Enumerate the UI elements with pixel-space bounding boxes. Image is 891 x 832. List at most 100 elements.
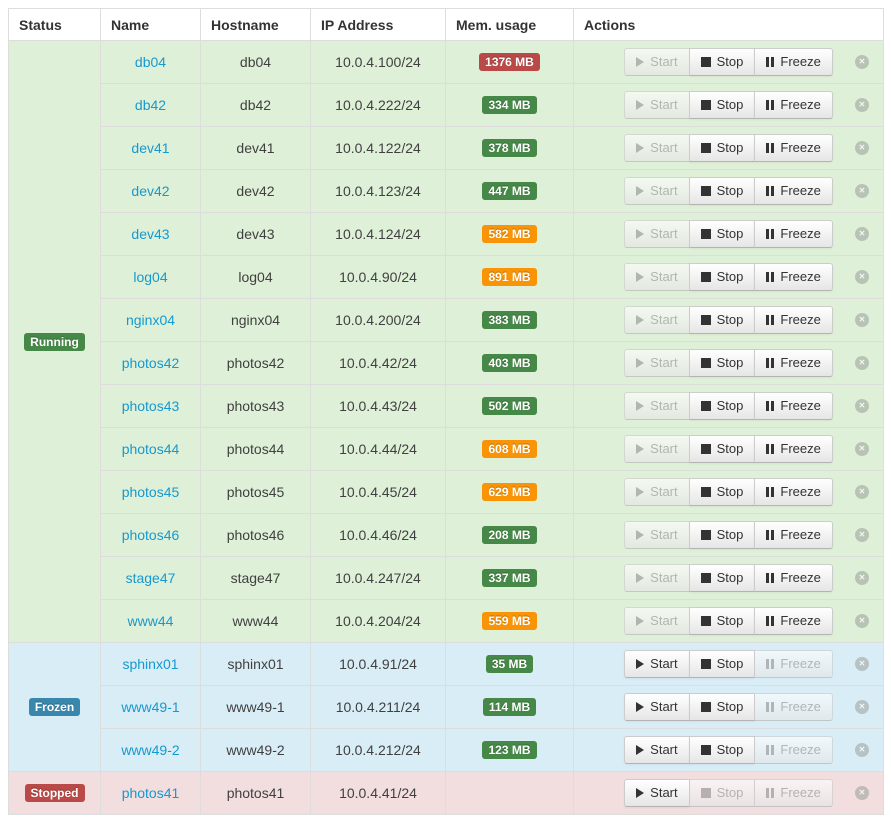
vm-name-link[interactable]: dev43 (131, 226, 170, 242)
mem-usage-badge: 208 MB (482, 526, 537, 544)
destroy-icon[interactable]: ✕ (855, 184, 869, 198)
freeze-button[interactable]: Freeze (754, 134, 833, 162)
freeze-button[interactable]: Freeze (754, 521, 833, 549)
column-header-hostname: Hostname (200, 8, 311, 41)
start-button[interactable]: Start (624, 779, 690, 807)
start-button: Start (624, 177, 690, 205)
freeze-icon (766, 358, 775, 368)
stop-button[interactable]: Stop (688, 607, 756, 635)
destroy-icon[interactable]: ✕ (855, 786, 869, 800)
table-row: photos46 photos46 10.0.4.46/24 208 MB Start S… (9, 513, 884, 557)
actions-cell: Start Stop Freeze ✕ (573, 384, 884, 428)
freeze-button[interactable]: Freeze (754, 91, 833, 119)
mem-usage-badge: 447 MB (482, 182, 537, 200)
vm-name-link[interactable]: www49-1 (121, 699, 180, 715)
stop-button[interactable]: Stop (688, 91, 756, 119)
ip-address-cell: 10.0.4.200/24 (310, 298, 446, 342)
mem-usage-cell: 208 MB (445, 513, 574, 557)
stop-button[interactable]: Stop (688, 48, 756, 76)
vm-name-link[interactable]: nginx04 (125, 312, 176, 328)
freeze-button[interactable]: Freeze (754, 349, 833, 377)
destroy-icon[interactable]: ✕ (855, 227, 869, 241)
start-button-label: Start (650, 226, 678, 242)
stop-button[interactable]: Stop (688, 564, 756, 592)
stop-button[interactable]: Stop (688, 392, 756, 420)
freeze-button[interactable]: Freeze (754, 220, 833, 248)
vm-name-link[interactable]: photos41 (121, 785, 180, 801)
mem-usage-badge: 378 MB (482, 139, 537, 157)
ip-address-cell: 10.0.4.124/24 (310, 212, 446, 256)
column-header-actions: Actions (573, 8, 884, 41)
stop-button[interactable]: Stop (688, 693, 756, 721)
stop-icon (700, 100, 711, 110)
destroy-icon[interactable]: ✕ (855, 399, 869, 413)
vm-name-link[interactable]: photos46 (121, 527, 180, 543)
destroy-icon[interactable]: ✕ (855, 141, 869, 155)
ip-address-cell: 10.0.4.212/24 (310, 728, 446, 772)
vm-name-link[interactable]: db42 (134, 97, 167, 113)
freeze-button[interactable]: Freeze (754, 306, 833, 334)
destroy-icon[interactable]: ✕ (855, 313, 869, 327)
stop-button[interactable]: Stop (688, 650, 756, 678)
vm-name-link[interactable]: www44 (127, 613, 174, 629)
destroy-icon[interactable]: ✕ (855, 270, 869, 284)
mem-usage-badge: 891 MB (482, 268, 537, 286)
vm-name-link[interactable]: dev42 (131, 183, 170, 199)
start-button-label: Start (650, 441, 678, 457)
stop-button[interactable]: Stop (688, 435, 756, 463)
start-button[interactable]: Start (624, 736, 690, 764)
start-button[interactable]: Start (624, 693, 690, 721)
destroy-icon[interactable]: ✕ (855, 743, 869, 757)
vm-name-link[interactable]: photos45 (121, 484, 180, 500)
stop-button[interactable]: Stop (688, 220, 756, 248)
stop-button[interactable]: Stop (688, 349, 756, 377)
action-button-group: Start Stop Freeze (624, 736, 833, 764)
stop-button[interactable]: Stop (688, 134, 756, 162)
actions-cell: Start Stop Freeze ✕ (573, 298, 884, 342)
freeze-button[interactable]: Freeze (754, 564, 833, 592)
vm-name-link[interactable]: stage47 (125, 570, 176, 586)
start-icon (636, 745, 645, 755)
ip-address-cell: 10.0.4.222/24 (310, 83, 446, 127)
name-cell: dev43 (100, 212, 201, 256)
start-icon (636, 57, 645, 67)
mem-usage-cell (445, 771, 574, 815)
vm-name-link[interactable]: photos43 (121, 398, 180, 414)
destroy-icon[interactable]: ✕ (855, 528, 869, 542)
stop-button[interactable]: Stop (688, 306, 756, 334)
destroy-icon[interactable]: ✕ (855, 571, 869, 585)
freeze-button-label: Freeze (780, 441, 821, 457)
freeze-button-label: Freeze (780, 656, 821, 672)
freeze-button[interactable]: Freeze (754, 478, 833, 506)
stop-button-label: Stop (716, 656, 744, 672)
destroy-icon[interactable]: ✕ (855, 55, 869, 69)
stop-button[interactable]: Stop (688, 478, 756, 506)
vm-name-link[interactable]: db04 (134, 54, 167, 70)
freeze-button[interactable]: Freeze (754, 48, 833, 76)
stop-button[interactable]: Stop (688, 177, 756, 205)
destroy-icon[interactable]: ✕ (855, 657, 869, 671)
vm-name-link[interactable]: photos44 (121, 441, 180, 457)
destroy-icon[interactable]: ✕ (855, 485, 869, 499)
freeze-button[interactable]: Freeze (754, 607, 833, 635)
vm-name-link[interactable]: sphinx01 (122, 656, 179, 672)
destroy-icon[interactable]: ✕ (855, 442, 869, 456)
destroy-icon[interactable]: ✕ (855, 356, 869, 370)
stop-button[interactable]: Stop (688, 736, 756, 764)
freeze-button[interactable]: Freeze (754, 435, 833, 463)
freeze-button[interactable]: Freeze (754, 392, 833, 420)
vm-name-link[interactable]: www49-2 (121, 742, 180, 758)
destroy-icon[interactable]: ✕ (855, 98, 869, 112)
destroy-icon[interactable]: ✕ (855, 614, 869, 628)
vm-name-link[interactable]: photos42 (121, 355, 180, 371)
stop-button[interactable]: Stop (688, 521, 756, 549)
start-button[interactable]: Start (624, 650, 690, 678)
freeze-button[interactable]: Freeze (754, 177, 833, 205)
vm-name-link[interactable]: dev41 (131, 140, 170, 156)
stop-icon (700, 788, 711, 798)
vm-name-link[interactable]: log04 (133, 269, 168, 285)
table-row: Frozen sphinx01 sphinx01 10.0.4.91/24 35 MB S… (8, 642, 884, 772)
freeze-button[interactable]: Freeze (754, 263, 833, 291)
destroy-icon[interactable]: ✕ (855, 700, 869, 714)
stop-button[interactable]: Stop (688, 263, 756, 291)
